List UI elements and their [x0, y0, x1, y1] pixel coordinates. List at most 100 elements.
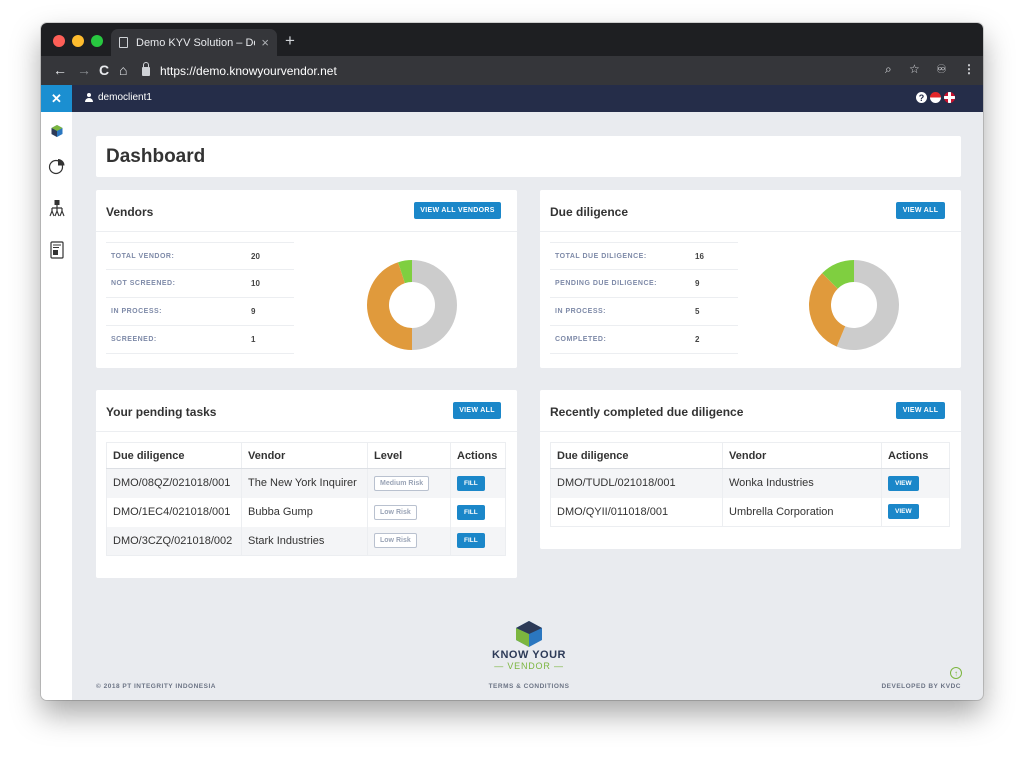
stat-row: TOTAL DUE DILIGENCE: 16	[550, 242, 738, 270]
vendor-cell: Wonka Industries	[722, 468, 882, 498]
address-bar[interactable]: https://demo.knowyourvendor.net	[142, 60, 337, 81]
column-header: Level	[367, 442, 451, 469]
view-button[interactable]: VIEW	[888, 504, 919, 520]
menu-icon[interactable]: ⋮	[963, 62, 975, 76]
stat-value: 16	[695, 251, 704, 261]
stat-row: IN PROCESS: 9	[106, 298, 294, 326]
donut-slice-in-process	[809, 273, 846, 347]
home-icon[interactable]: ⌂	[119, 62, 128, 78]
org-chart-icon[interactable]	[49, 199, 65, 217]
table-header-row: Due diligence Vendor Actions	[550, 442, 950, 469]
lock-icon	[142, 62, 150, 76]
user-icon	[85, 93, 93, 102]
donut-slice-screened	[398, 260, 412, 284]
table-row: DMO/08QZ/021018/001 The New York Inquire…	[106, 468, 506, 498]
close-window-button[interactable]	[53, 35, 65, 47]
stat-value: 10	[251, 279, 260, 288]
donut-slice-in-process	[367, 262, 412, 350]
user-menu[interactable]: democlient1	[85, 92, 152, 103]
actions-cell: VIEW	[881, 468, 950, 498]
actions-cell: FILL	[450, 526, 506, 556]
flag-indonesia-icon[interactable]	[930, 92, 941, 103]
logo-line1: KNOW YOUR	[492, 649, 566, 661]
level-cell: Medium Risk	[367, 468, 451, 498]
vendor-cell: The New York Inquirer	[241, 468, 368, 498]
browser-tab[interactable]: Demo KYV Solution – Demo of ×	[111, 29, 277, 56]
due-diligence-cell: DMO/08QZ/021018/001	[106, 468, 242, 498]
table-row: DMO/QYII/011018/001 Umbrella Corporation…	[550, 497, 950, 527]
recently-completed-table: Due diligence Vendor Actions DMO/TUDL/02…	[550, 442, 950, 527]
new-tab-button[interactable]: +	[285, 31, 295, 50]
maximize-window-button[interactable]	[91, 35, 103, 47]
document-icon[interactable]	[50, 241, 64, 259]
actions-cell: FILL	[450, 468, 506, 498]
risk-badge: Low Risk	[374, 504, 417, 520]
stat-value: 1	[251, 335, 256, 344]
back-icon[interactable]: ←	[53, 62, 67, 78]
due-diligence-donut-chart	[809, 260, 899, 350]
due-diligence-cell: DMO/QYII/011018/001	[550, 497, 723, 527]
close-icon[interactable]: ✕	[41, 85, 72, 112]
column-header: Vendor	[241, 442, 368, 469]
fill-button[interactable]: FILL	[457, 475, 485, 491]
divider	[540, 431, 961, 432]
forward-icon[interactable]: →	[77, 62, 91, 78]
logo-line2: — VENDOR —	[494, 661, 564, 671]
fill-button[interactable]: FILL	[457, 504, 485, 520]
actions-cell: VIEW	[881, 497, 950, 527]
divider	[96, 431, 517, 432]
recently-completed-card: Recently completed due diligence VIEW AL…	[540, 390, 961, 549]
stat-value: 9	[251, 307, 256, 316]
column-header: Vendor	[722, 442, 882, 469]
incognito-icon[interactable]: ♾	[936, 62, 947, 76]
column-header: Actions	[450, 442, 506, 469]
stat-label: NOT SCREENED:	[111, 280, 176, 287]
stat-value: 9	[695, 279, 700, 288]
stat-label: SCREENED:	[111, 336, 157, 343]
pending-tasks-title: Your pending tasks	[106, 405, 217, 419]
page-title: Dashboard	[106, 146, 206, 167]
vendors-card: Vendors VIEW ALL VENDORS TOTAL VENDOR: 20…	[96, 190, 517, 368]
tab-title: Demo KYV Solution – Demo of	[136, 36, 255, 49]
table-header-row: Due diligence Vendor Level Actions	[106, 442, 506, 469]
topbar-icons: ?	[916, 92, 955, 103]
scroll-top-icon[interactable]: ↑	[950, 667, 962, 679]
username: democlient1	[98, 92, 152, 103]
fill-button[interactable]: FILL	[457, 533, 485, 549]
reload-icon[interactable]: C	[99, 62, 110, 78]
developed-by-text: DEVELOPED BY KVDC	[881, 683, 961, 690]
actions-cell: FILL	[450, 497, 506, 527]
sidebar-item-dashboard-icon[interactable]	[50, 124, 64, 138]
vendors-title: Vendors	[106, 205, 154, 219]
vendor-cell: Stark Industries	[241, 526, 368, 556]
terms-link[interactable]: TERMS & CONDITIONS	[488, 683, 570, 690]
view-button[interactable]: VIEW	[888, 475, 919, 491]
pie-chart-icon[interactable]	[48, 157, 66, 175]
table-row: DMO/TUDL/021018/001 Wonka Industries VIE…	[550, 468, 950, 498]
view-all-recent-button[interactable]: VIEW ALL	[896, 402, 945, 419]
view-all-vendors-button[interactable]: VIEW ALL VENDORS	[414, 202, 501, 219]
donut-slice-not-screened	[412, 260, 457, 350]
help-icon[interactable]: ?	[916, 92, 927, 103]
table-row: DMO/1EC4/021018/001 Bubba Gump Low Risk …	[106, 497, 506, 527]
due-diligence-card: Due diligence VIEW ALL TOTAL DUE DILIGEN…	[540, 190, 961, 368]
vendors-stats: TOTAL VENDOR: 20 NOT SCREENED: 10 IN PROCE…	[106, 242, 294, 354]
level-cell: Low Risk	[367, 526, 451, 556]
view-all-due-diligence-button[interactable]: VIEW ALL	[896, 202, 945, 219]
stat-row: TOTAL VENDOR: 20	[106, 242, 294, 270]
flag-uk-icon[interactable]	[944, 92, 955, 103]
donut-slice-completed	[822, 260, 854, 289]
view-all-tasks-button[interactable]: VIEW ALL	[453, 402, 501, 419]
column-header: Due diligence	[550, 442, 723, 469]
stat-row: NOT SCREENED: 10	[106, 270, 294, 298]
bookmark-star-icon[interactable]: ☆	[909, 62, 920, 76]
close-tab-icon[interactable]: ×	[261, 35, 269, 50]
vendor-cell: Bubba Gump	[241, 497, 368, 527]
pending-tasks-table: Due diligence Vendor Level Actions DMO/0…	[106, 442, 506, 556]
table-row: DMO/3CZQ/021018/002 Stark Industries Low…	[106, 526, 506, 556]
zoom-icon[interactable]: ⌕	[885, 62, 892, 76]
copyright-text: © 2018 PT INTEGRITY INDONESIA	[96, 683, 216, 690]
minimize-window-button[interactable]	[72, 35, 84, 47]
recently-completed-title: Recently completed due diligence	[550, 405, 744, 419]
column-header: Due diligence	[106, 442, 242, 469]
